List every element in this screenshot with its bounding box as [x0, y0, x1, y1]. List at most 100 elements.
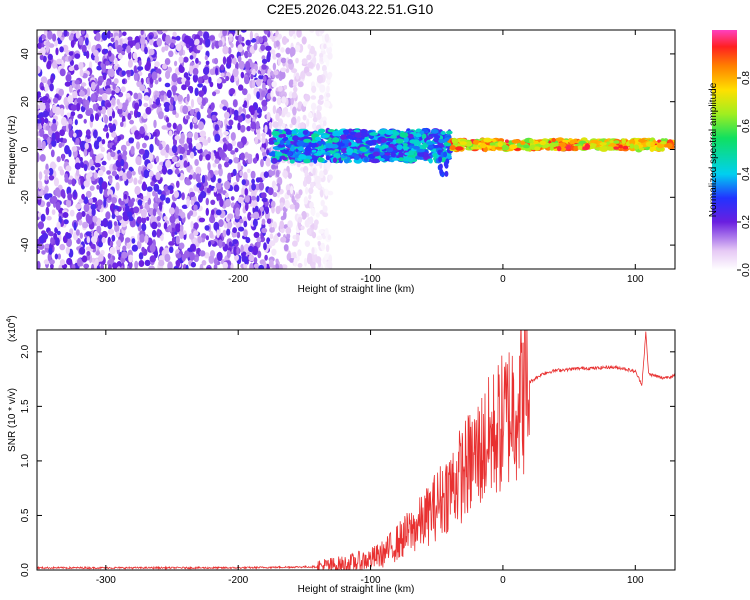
spectrogram-cell [142, 181, 147, 190]
spectrogram-cell [38, 128, 45, 137]
spectrogram-cell [224, 156, 230, 162]
spectrogram-cell [135, 156, 142, 166]
spectrogram-cell [232, 227, 238, 234]
spectrogram-cell [219, 198, 224, 208]
spectrogram-cell [47, 136, 51, 145]
spectrogram-cell [197, 83, 204, 88]
spectrogram-cell [44, 185, 49, 194]
spectrogram-cell [272, 96, 277, 102]
spectrogram-cell [202, 74, 209, 81]
spectrogram-cell [243, 220, 248, 228]
spectrogram-cell [81, 193, 85, 200]
spectrogram-cell [205, 235, 209, 241]
spectrogram-cell [285, 184, 291, 192]
spectrogram-cell [49, 83, 54, 92]
y-tick-label: 1.5 [20, 399, 31, 413]
spectrogram-cell [173, 94, 178, 102]
spectrogram-cell [39, 54, 44, 61]
spectrogram-cell [56, 230, 61, 236]
spectrogram-cell [91, 197, 98, 203]
spectrogram-cell [177, 94, 184, 102]
spectrogram-cell [97, 169, 104, 177]
spectrogram-cell [421, 133, 427, 140]
snr-background [37, 330, 675, 570]
spectrogram-cell [160, 149, 166, 156]
spectrogram-cell [96, 84, 100, 92]
spectrogram-cell [224, 180, 231, 190]
spectrogram-cell [122, 245, 127, 252]
spectrogram-cell [258, 264, 265, 269]
spectrogram-cell [45, 41, 51, 47]
spectrogram-cell [157, 222, 161, 228]
spectrogram-cell [161, 125, 168, 130]
spectrogram-cell [255, 177, 261, 183]
spectrogram-cell [51, 139, 57, 147]
spectrogram-cell [114, 57, 118, 67]
spectrogram-cell [113, 78, 119, 85]
spectrogram-cell [121, 102, 128, 111]
spectrogram-cell [199, 250, 206, 257]
spectrogram-cell [52, 97, 59, 104]
spectrogram-cell [243, 243, 250, 254]
spectrogram-cell [271, 164, 276, 170]
spectrogram-cell [229, 88, 236, 95]
spectrogram-cell [202, 139, 209, 146]
spectrogram-cell [403, 136, 409, 143]
y-tick-label: -40 [20, 237, 31, 252]
spectrogram-cell [244, 50, 249, 59]
spectrogram-cell [196, 44, 203, 51]
spectrogram-cell [44, 83, 49, 92]
spectrogram-cell [289, 257, 294, 263]
spectrogram-cell [284, 199, 290, 209]
spectrogram-cell [211, 114, 217, 121]
spectrogram-cell [163, 216, 168, 221]
spectrogram-cell [164, 44, 169, 52]
spectrogram-cell [102, 127, 109, 132]
spectrogram-cell [37, 104, 41, 110]
spectrogram-cell [59, 68, 66, 77]
spectrogram-cell [286, 233, 291, 240]
spectrogram-cell [402, 143, 408, 147]
spectrogram-cell [297, 151, 302, 155]
spectrogram-cell [88, 198, 93, 204]
spectrogram-cell [311, 231, 317, 239]
spectrogram-cell [88, 172, 93, 177]
spectrogram-cell [215, 209, 222, 216]
spectrogram-cell [133, 177, 138, 185]
spectrogram-cell [189, 122, 193, 130]
spectrogram-cell [305, 174, 312, 185]
spectrogram-cell [112, 262, 118, 269]
spectrogram-cell [176, 77, 184, 85]
spectrogram-cell [327, 42, 333, 47]
spectrogram-cell [283, 244, 289, 252]
spectrogram-cell [529, 138, 534, 143]
spectrogram-cell [240, 71, 245, 79]
spectrogram-cell [160, 90, 165, 96]
spectrogram-cell [291, 116, 297, 126]
spectrogram-cell [38, 36, 43, 44]
spectrogram-cell [244, 194, 251, 204]
x-tick-label: -200 [228, 274, 248, 285]
spectrogram-cell [325, 79, 331, 84]
spectrogram-cell [169, 215, 176, 224]
spectrogram-cell [249, 30, 253, 40]
spectrogram-cell [120, 121, 124, 128]
spectrogram-cell [117, 53, 123, 60]
spectrogram-cell [144, 63, 151, 71]
spectrogram-cell [230, 150, 236, 155]
spectrogram-cell [318, 229, 325, 234]
spectrogram-cell [181, 84, 187, 91]
spectrogram-cell [37, 221, 45, 230]
spectrogram-cell [167, 225, 172, 232]
spectrogram-cell [121, 50, 126, 56]
spectrogram-cell [170, 42, 175, 48]
spectrogram-cell [246, 125, 251, 132]
spectrogram-cell [86, 236, 91, 244]
spectrogram-cell [203, 66, 210, 76]
spectrogram-cell [68, 128, 74, 138]
spectrogram-cell [181, 204, 188, 209]
spectrogram-cell [189, 55, 194, 60]
spectrogram-cell [94, 113, 100, 121]
spectrogram-cell [195, 142, 202, 150]
